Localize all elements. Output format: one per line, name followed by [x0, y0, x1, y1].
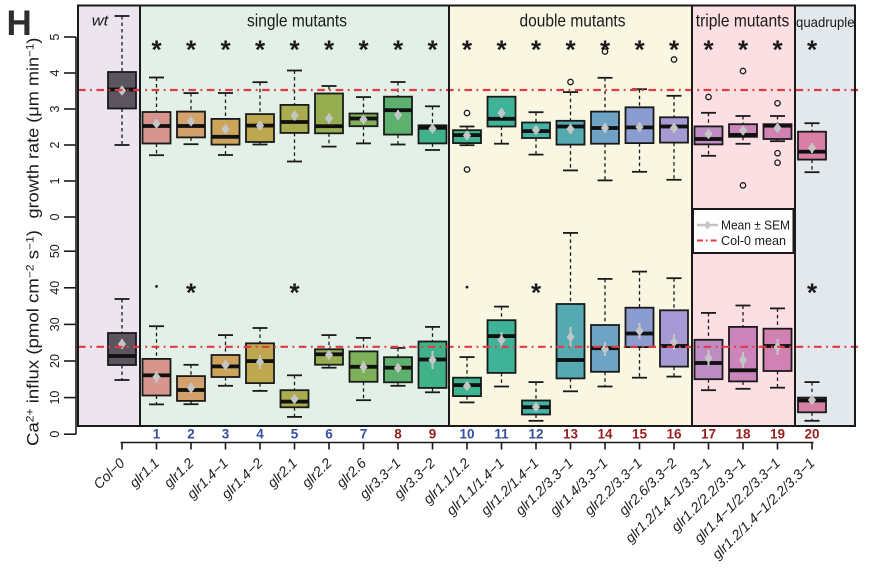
svg-text:*: *	[324, 34, 335, 64]
svg-text:10: 10	[48, 391, 62, 405]
svg-text:single mutants: single mutants	[247, 11, 347, 31]
svg-text:17: 17	[701, 427, 716, 442]
svg-text:14: 14	[597, 427, 613, 442]
svg-text:10: 10	[459, 427, 474, 442]
svg-text:18: 18	[735, 427, 751, 442]
svg-text:H: H	[7, 4, 32, 43]
svg-text:triple mutants: triple mutants	[696, 11, 790, 31]
svg-text:12: 12	[528, 427, 543, 442]
svg-text:*: *	[496, 34, 507, 64]
svg-text:9: 9	[429, 427, 437, 442]
svg-text:1: 1	[48, 177, 62, 184]
svg-text:*: *	[289, 34, 300, 64]
svg-text:6: 6	[325, 427, 333, 442]
svg-text:*: *	[462, 34, 473, 64]
svg-text:*: *	[289, 278, 300, 308]
svg-text:*: *	[669, 34, 680, 64]
svg-text:*: *	[531, 278, 542, 308]
svg-text:0: 0	[48, 213, 62, 220]
svg-text:Mean ± SEM: Mean ± SEM	[721, 219, 790, 233]
svg-text:20: 20	[48, 354, 62, 368]
svg-text:*: *	[393, 34, 404, 64]
svg-text:double mutants: double mutants	[520, 11, 626, 31]
svg-text:*: *	[772, 34, 783, 64]
svg-text:0: 0	[48, 431, 62, 438]
svg-text:growth rate (μm min−1): growth rate (μm min−1)	[24, 38, 43, 219]
svg-text:40: 40	[48, 281, 62, 295]
svg-text:*: *	[427, 34, 438, 64]
svg-text:3: 3	[48, 105, 62, 112]
svg-text:*: *	[358, 34, 369, 64]
svg-text:50: 50	[48, 244, 62, 258]
svg-text:*: *	[186, 34, 197, 64]
svg-text:19: 19	[770, 427, 785, 442]
svg-text:20: 20	[804, 427, 819, 442]
svg-text:4: 4	[256, 427, 264, 442]
svg-text:*: *	[807, 34, 818, 64]
svg-text:4: 4	[48, 69, 62, 76]
svg-text:2: 2	[48, 141, 62, 148]
svg-text:*: *	[634, 34, 645, 64]
svg-text:13: 13	[563, 427, 579, 442]
svg-text:Ca2+ influx (pmol cm−2 s−1): Ca2+ influx (pmol cm−2 s−1)	[24, 230, 43, 446]
svg-text:16: 16	[666, 427, 682, 442]
svg-text:*: *	[600, 34, 611, 64]
svg-text:5: 5	[291, 427, 299, 442]
svg-text:Col-0 mean: Col-0 mean	[721, 234, 786, 248]
svg-text:*: *	[807, 278, 818, 308]
svg-text:*: *	[531, 34, 542, 64]
svg-text:2: 2	[187, 427, 195, 442]
svg-text:1: 1	[153, 427, 161, 442]
svg-text:*: *	[703, 34, 714, 64]
svg-text:*: *	[738, 34, 749, 64]
svg-text:5: 5	[48, 33, 62, 40]
svg-text:8: 8	[394, 427, 402, 442]
svg-text:15: 15	[632, 427, 648, 442]
svg-text:30: 30	[48, 317, 62, 331]
svg-text:3: 3	[222, 427, 230, 442]
svg-text:*: *	[151, 34, 162, 64]
svg-text:*: *	[565, 34, 576, 64]
svg-text:*: *	[255, 34, 266, 64]
svg-text:*: *	[186, 278, 197, 308]
svg-text:quadruple: quadruple	[796, 14, 855, 30]
svg-text:wt: wt	[92, 13, 109, 30]
svg-text:*: *	[220, 34, 231, 64]
svg-text:7: 7	[360, 427, 368, 442]
svg-text:11: 11	[494, 427, 509, 442]
